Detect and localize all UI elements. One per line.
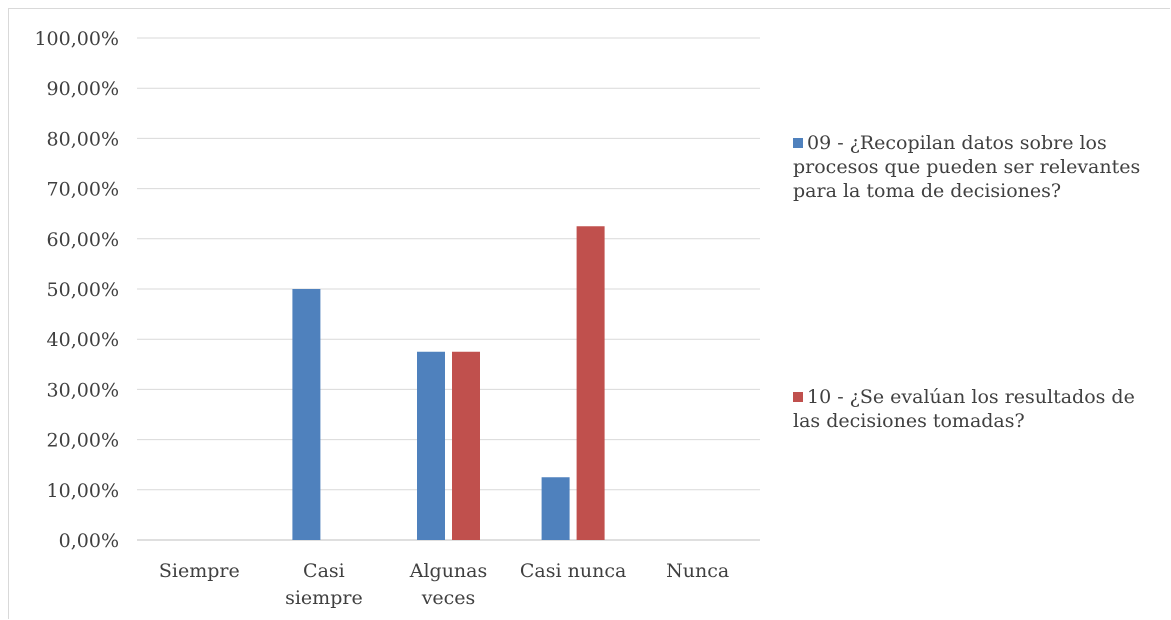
legend-item-series-1: 09 - ¿Recopilan datos sobre los procesos… [793,131,1163,203]
legend-item-series-2: 10 - ¿Se evalúan los resultados de las d… [793,385,1163,433]
bar-series-1-1 [292,289,321,540]
y-tick-label: 90,00% [47,78,119,100]
legend-label-series-1: 09 - ¿Recopilan datos sobre los procesos… [793,132,1141,202]
y-tick-label: 70,00% [47,179,119,201]
y-tick-label: 10,00% [47,480,119,502]
legend-swatch-series-2 [793,392,803,402]
y-tick-label: 0,00% [59,530,119,552]
y-tick-label: 100,00% [34,28,119,50]
bar-series-2-3 [576,226,605,540]
bar-series-2-2 [452,351,480,540]
y-tick-label: 60,00% [47,229,119,251]
y-tick-label: 20,00% [47,430,119,452]
y-tick-label: 30,00% [47,379,119,401]
y-tick-label: 80,00% [47,128,119,150]
bar-series-1-2 [417,351,445,540]
bar-series-1-3 [541,477,570,540]
y-tick-label: 50,00% [47,279,119,301]
x-tick-label: Nunca [666,560,729,582]
x-tick-label: Siempre [159,560,240,582]
x-tick-label: Casi [303,560,345,582]
chart-frame [8,8,1170,619]
x-tick-label: Algunas [409,560,488,582]
y-tick-label: 40,00% [47,329,119,351]
x-tick-label: veces [421,587,476,609]
x-tick-label: Casi nunca [520,560,626,582]
legend-swatch-series-1 [793,138,803,148]
legend-label-series-2: 10 - ¿Se evalúan los resultados de las d… [793,386,1135,432]
x-tick-label: siempre [285,587,363,609]
